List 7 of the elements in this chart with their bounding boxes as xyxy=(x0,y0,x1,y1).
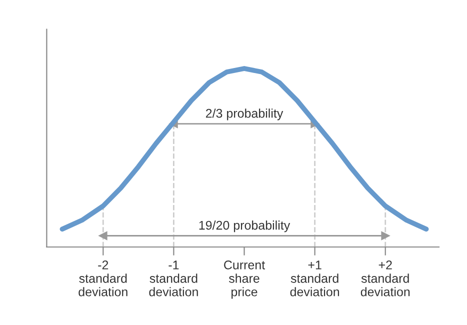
x-tick-label: +2 standard deviation xyxy=(360,260,410,296)
annotation: 2/3 probability xyxy=(206,108,284,120)
x-tick-label: -1 standard deviation xyxy=(149,260,198,296)
x-tick-label: +1 standard deviation xyxy=(290,260,340,296)
x-tick-label: Current share price xyxy=(224,260,265,299)
annotation: 19/20 probability xyxy=(199,220,290,232)
x-tick-label: -2 standard deviation xyxy=(78,260,128,296)
